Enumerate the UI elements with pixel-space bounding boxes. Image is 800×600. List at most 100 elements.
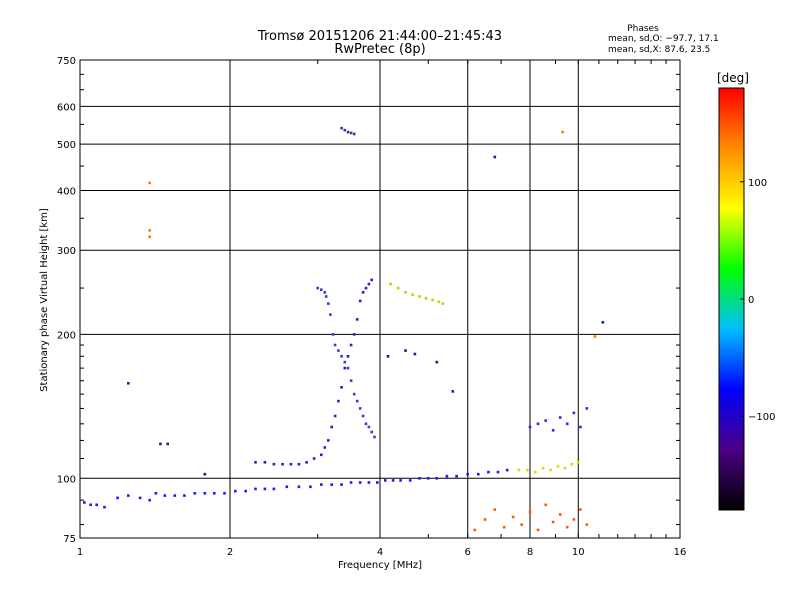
data-point — [418, 477, 421, 480]
data-point — [408, 479, 412, 482]
data-point — [534, 470, 537, 474]
data-point — [561, 130, 564, 134]
y-tick-label: 200 — [57, 330, 76, 341]
data-point — [585, 523, 589, 526]
colorbar — [718, 87, 745, 511]
data-point — [483, 518, 487, 521]
chart-title-line2: RwPretec (8p) — [334, 42, 425, 57]
data-point — [517, 468, 521, 472]
x-tick-label: 8 — [527, 547, 533, 558]
data-point — [549, 468, 552, 472]
data-point — [558, 513, 562, 516]
data-point — [473, 528, 477, 532]
data-point — [364, 422, 368, 426]
data-point — [254, 461, 257, 464]
data-point — [349, 481, 353, 484]
x-axis: 1 2 4 6 8 10 16 — [77, 60, 687, 558]
data-point — [254, 487, 257, 491]
data-point — [389, 282, 392, 286]
data-point — [340, 386, 343, 389]
data-point — [272, 487, 276, 491]
data-point — [183, 494, 186, 497]
y-tick-label: 300 — [57, 246, 76, 257]
data-point — [593, 335, 597, 338]
data-point — [148, 235, 151, 239]
data-point — [570, 462, 573, 466]
data-point — [358, 407, 362, 410]
data-point — [154, 492, 158, 495]
data-point — [496, 470, 500, 474]
data-point — [536, 528, 540, 532]
data-point — [320, 288, 323, 291]
data-point — [281, 462, 284, 466]
data-point — [437, 300, 441, 304]
data-point — [297, 485, 301, 489]
y-tick-label: 400 — [57, 186, 76, 197]
x-tick-label: 6 — [465, 547, 471, 558]
data-point — [346, 130, 350, 134]
data-point — [563, 466, 567, 470]
data-point — [349, 131, 353, 135]
data-point — [312, 457, 316, 460]
data-point — [601, 321, 605, 324]
data-point — [435, 477, 439, 480]
data-point — [327, 439, 330, 442]
data-point — [579, 425, 582, 429]
data-point — [263, 461, 267, 464]
x-tick-label: 1 — [77, 547, 83, 558]
y-tick-label: 100 — [57, 474, 76, 485]
data-point — [391, 479, 395, 482]
data-point — [337, 349, 340, 352]
data-point — [148, 229, 151, 232]
x-axis-label: Frequency [MHz] — [338, 560, 422, 571]
data-point — [352, 333, 356, 336]
data-point — [558, 416, 562, 419]
data-point — [323, 446, 327, 449]
data-point — [203, 492, 207, 495]
data-point — [386, 355, 390, 358]
data-point — [544, 419, 547, 422]
y-axis: 75 100 200 300 400 500 600 750 — [57, 56, 680, 545]
data-point — [352, 132, 356, 136]
data-point — [511, 515, 515, 519]
data-point — [565, 525, 569, 529]
data-point — [343, 360, 347, 364]
colorbar-ticks: 100 0 −100 — [740, 178, 775, 423]
data-point — [370, 430, 373, 434]
data-point — [316, 286, 319, 290]
data-point — [324, 295, 328, 298]
data-point — [367, 425, 371, 429]
data-point — [333, 343, 337, 347]
data-point — [244, 489, 247, 493]
data-point — [585, 407, 589, 410]
y-tick-label: 750 — [57, 56, 76, 67]
x-tick-label: 16 — [674, 547, 687, 558]
grid-lines — [80, 60, 680, 538]
data-point — [355, 318, 359, 321]
x-tick-label: 10 — [572, 547, 585, 558]
data-point — [127, 382, 130, 385]
data-point — [367, 282, 371, 286]
data-points — [83, 126, 605, 532]
data-point — [572, 411, 576, 415]
data-point — [95, 503, 98, 507]
data-point — [285, 485, 289, 489]
data-point — [343, 128, 347, 132]
data-point — [289, 462, 293, 466]
data-point — [159, 442, 162, 446]
phases-x-stats: mean, sd,X: 87.6, 23.5 — [608, 45, 710, 55]
data-point — [340, 483, 343, 486]
data-point — [297, 462, 301, 466]
data-point — [411, 293, 414, 297]
data-point — [213, 492, 216, 495]
data-point — [536, 422, 540, 426]
data-point — [520, 523, 523, 526]
data-point — [349, 343, 353, 347]
data-point — [103, 505, 106, 509]
data-point — [556, 464, 560, 468]
data-point — [373, 435, 376, 439]
data-point — [323, 291, 327, 294]
colorbar-tick-label: 0 — [748, 295, 754, 306]
data-point — [577, 461, 580, 464]
